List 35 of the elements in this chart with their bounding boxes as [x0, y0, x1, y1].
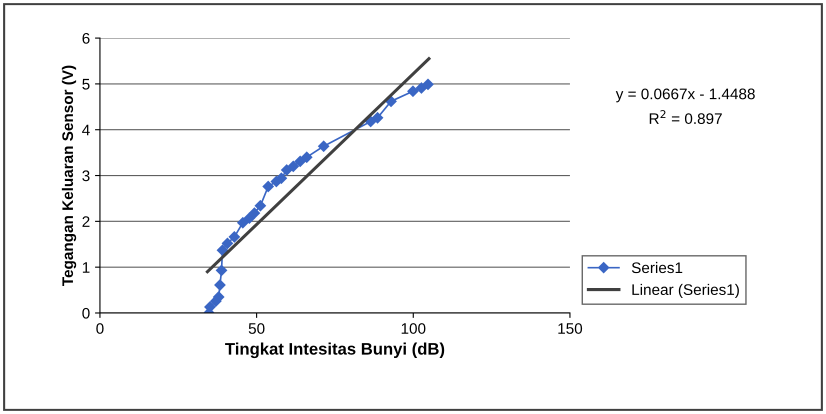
point [216, 244, 228, 256]
x-tick-label: 0 [96, 323, 104, 334]
point [318, 140, 330, 152]
point [248, 208, 260, 219]
point [237, 217, 248, 228]
y-tick-label: 5 [82, 78, 90, 90]
point [422, 78, 434, 90]
x-tick-label: 100 [402, 323, 426, 334]
point [301, 152, 312, 163]
text: R$^{2}$ = 0.897 [650, 110, 722, 124]
point [216, 264, 228, 276]
y-tick-label: 1 [82, 262, 90, 273]
point [288, 160, 299, 172]
point [262, 180, 274, 192]
point [254, 200, 266, 212]
point [276, 172, 287, 184]
y-axis-title: Tegangan Keluaran Sensor (V) [62, 66, 76, 286]
point [228, 231, 240, 243]
point [214, 279, 226, 291]
y-tick-label: 3 [82, 170, 90, 182]
y-tick-label: 0 [82, 308, 90, 319]
legend-label: Linear (Series1) [632, 284, 739, 298]
y-tick-label: 6 [82, 32, 90, 44]
point [294, 156, 306, 167]
legend-label: Series1 [632, 262, 682, 274]
x-tick-label: 50 [248, 323, 265, 334]
point [222, 238, 234, 249]
y-tick-label: 4 [82, 124, 90, 136]
point [372, 112, 384, 124]
x-tick-label: 150 [558, 323, 582, 334]
x-axis-title: Tingkat Intesitas Bunyi (dB) [225, 342, 444, 358]
y-tick-label: 2 [82, 216, 90, 227]
point [281, 164, 292, 176]
text: y = 0.0667x - 1.4488 [616, 88, 755, 102]
point [407, 86, 419, 97]
